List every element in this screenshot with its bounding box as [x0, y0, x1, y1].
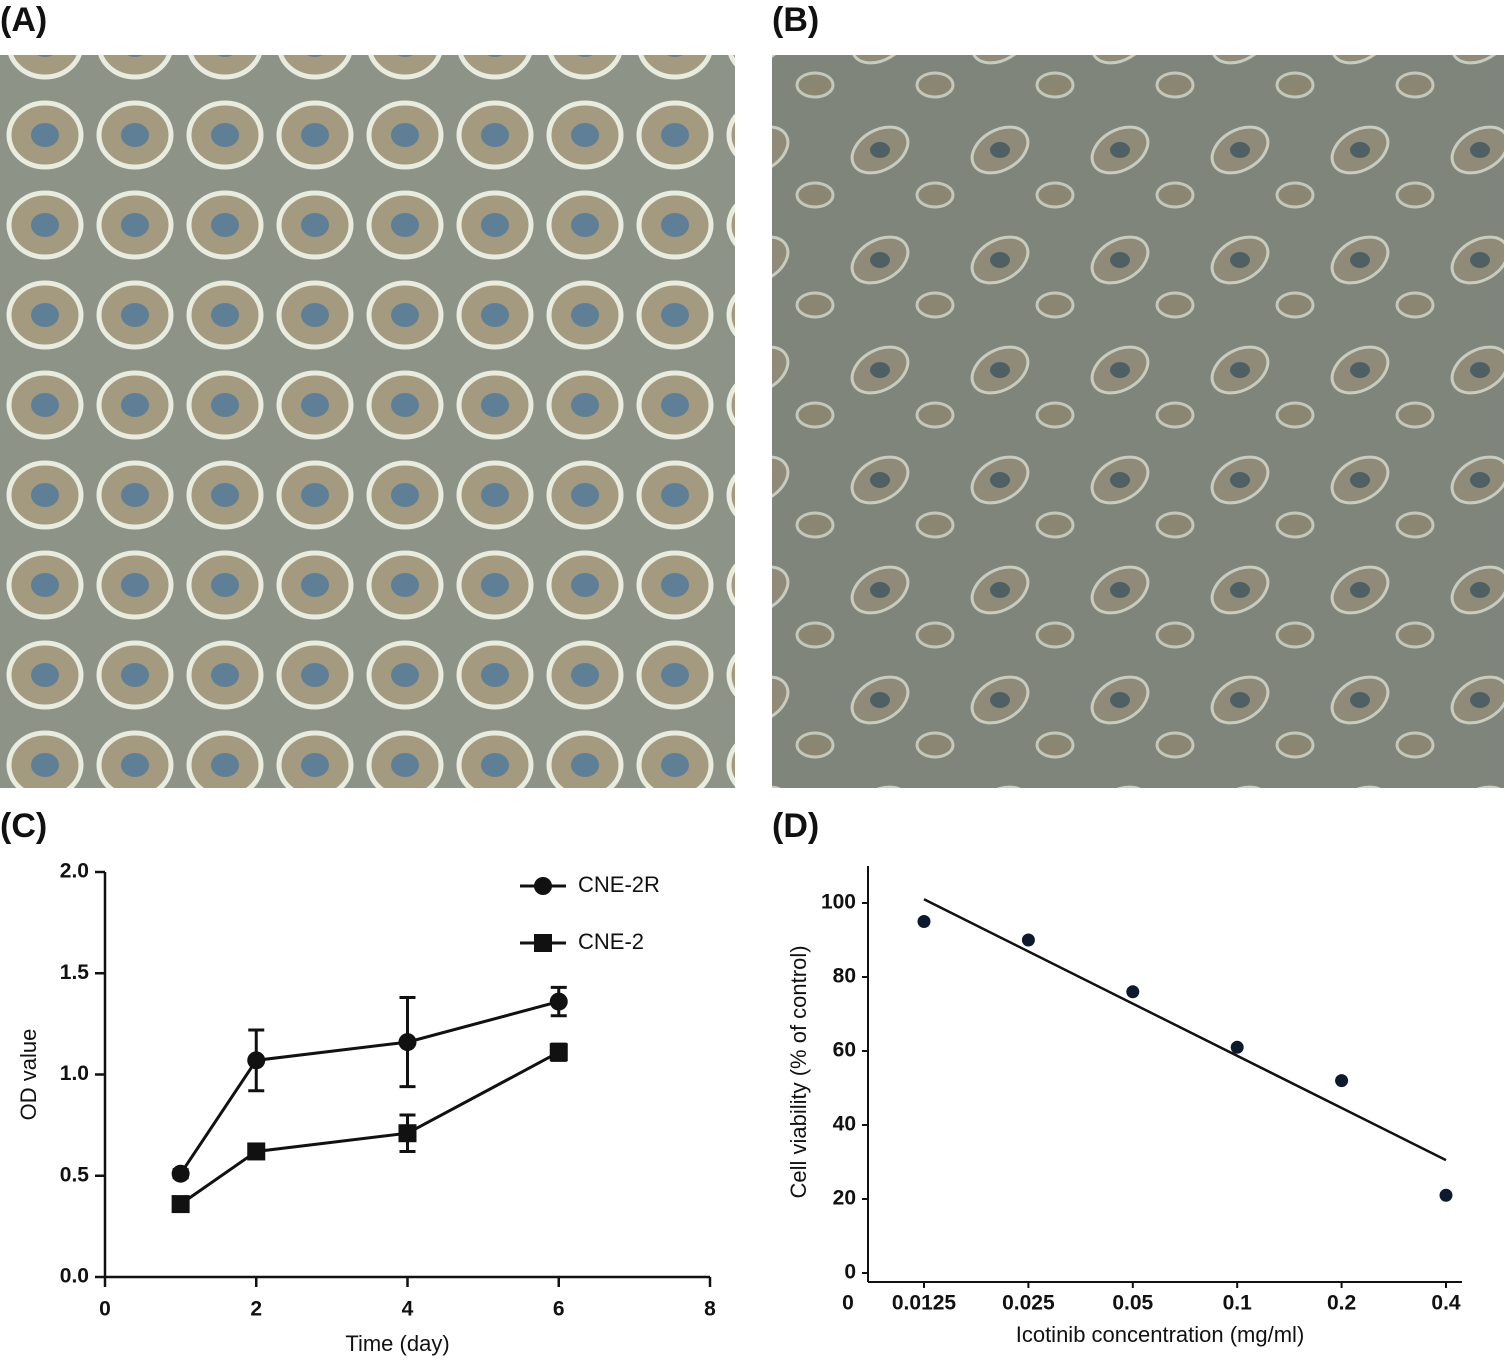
- y-tick-label: 40: [833, 1113, 856, 1136]
- x-tick-label: 0.025: [1002, 1292, 1055, 1315]
- y-tick-label: 1.5: [60, 961, 90, 984]
- marker: [247, 1051, 266, 1070]
- marker: [247, 1142, 266, 1161]
- y-tick-label: 80: [833, 965, 856, 988]
- x-tick-label: 0.0125: [892, 1292, 957, 1315]
- x-tick-label: 6: [553, 1298, 565, 1321]
- panel-label: (C): [0, 807, 47, 845]
- y-tick-label: 100: [821, 891, 856, 914]
- marker: [398, 1033, 417, 1052]
- y-tick-label: 20: [833, 1187, 856, 1210]
- x-tick-label: 0.2: [1327, 1292, 1356, 1315]
- y-tick-label: 60: [833, 1039, 856, 1062]
- marker: [398, 1124, 417, 1143]
- y-tick-label: 0.0: [60, 1265, 89, 1288]
- y-tick-label: 2.0: [60, 860, 89, 883]
- x-tick-label: 0.4: [1431, 1292, 1461, 1315]
- x-tick-label: 4: [402, 1298, 414, 1321]
- legend-label: CNE-2: [578, 929, 644, 954]
- y-axis-title: Cell viability (% of control): [786, 945, 811, 1198]
- marker: [171, 1195, 190, 1214]
- x-tick-label: 0: [842, 1292, 854, 1315]
- x-tick-label: 2: [250, 1298, 262, 1321]
- panel-label: (B): [772, 1, 819, 39]
- x-tick-label: 8: [704, 1298, 716, 1321]
- marker: [549, 992, 568, 1011]
- point: [917, 915, 931, 928]
- point: [1439, 1188, 1453, 1202]
- marker: [171, 1164, 190, 1183]
- point: [1230, 1040, 1244, 1054]
- y-tick-label: 1.0: [60, 1062, 89, 1085]
- legend-marker: [534, 934, 552, 952]
- panel-label: (A): [0, 1, 47, 39]
- point: [1126, 985, 1140, 999]
- micrograph-a: [0, 55, 735, 788]
- point: [1021, 933, 1035, 947]
- legend-label: CNE-2R: [578, 872, 660, 897]
- y-tick-label: 0: [844, 1261, 856, 1284]
- legend-marker: [534, 877, 552, 895]
- x-tick-label: 0.1: [1223, 1292, 1253, 1315]
- marker: [549, 1043, 568, 1062]
- point: [1335, 1074, 1349, 1088]
- x-tick-label: 0: [99, 1298, 111, 1321]
- series-line: [179, 1000, 560, 1175]
- series-line: [179, 1050, 560, 1206]
- x-tick-label: 0.05: [1112, 1292, 1153, 1315]
- x-axis-title: Time (day): [345, 1331, 449, 1356]
- trend-line: [923, 898, 1447, 1162]
- y-tick-label: 0.5: [60, 1163, 90, 1186]
- micrograph-b: [772, 55, 1504, 788]
- y-axis-title: OD value: [16, 1029, 41, 1121]
- panel-label: (D): [772, 807, 819, 845]
- x-axis-title: Icotinib concentration (mg/ml): [1016, 1322, 1305, 1347]
